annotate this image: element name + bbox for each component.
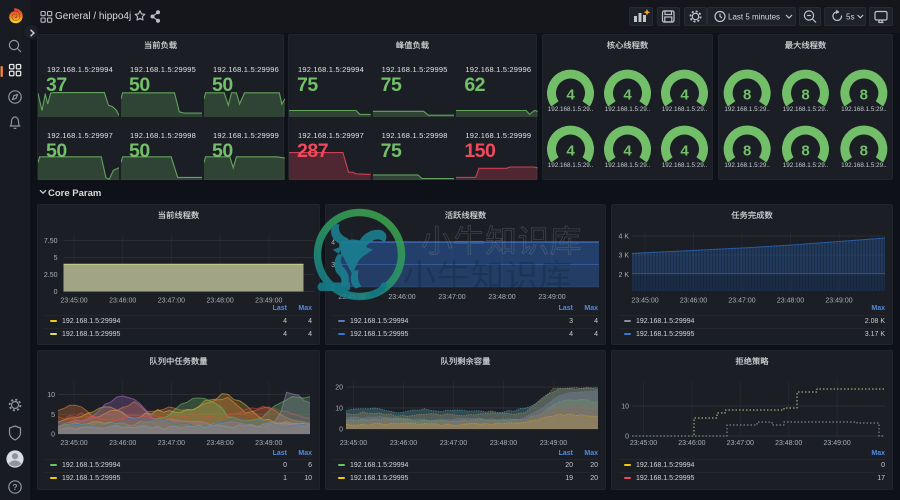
svg-text:23:48:00: 23:48:00 <box>775 440 802 447</box>
svg-text:23:47:00: 23:47:00 <box>727 440 754 447</box>
svg-text:192.168.1.5:29..: 192.168.1.5:29.. <box>605 106 651 113</box>
svg-text:4: 4 <box>623 87 632 104</box>
svg-text:192.168.1.5:29..: 192.168.1.5:29.. <box>783 162 829 169</box>
svg-text:2.50: 2.50 <box>44 272 58 279</box>
svg-text:10: 10 <box>47 392 55 399</box>
svg-text:3: 3 <box>331 262 335 269</box>
svg-text:23:49:00: 23:49:00 <box>255 440 282 447</box>
svg-text:8: 8 <box>801 143 809 160</box>
svg-text:23:48:00: 23:48:00 <box>490 440 517 447</box>
svg-text:23:48:00: 23:48:00 <box>488 294 515 301</box>
svg-text:192.168.1.5:29..: 192.168.1.5:29.. <box>783 106 829 113</box>
svg-text:5s: 5s <box>846 13 854 22</box>
svg-text:5: 5 <box>51 412 55 419</box>
svg-text:10: 10 <box>335 406 343 413</box>
svg-text:23:49:00: 23:49:00 <box>825 298 852 305</box>
svg-text:23:47:00: 23:47:00 <box>158 298 185 305</box>
svg-text:192.168.1.5:29..: 192.168.1.5:29.. <box>662 106 708 113</box>
svg-text:192.168.1.5:29..: 192.168.1.5:29.. <box>841 162 887 169</box>
svg-text:4: 4 <box>331 240 335 247</box>
svg-text:23:45:00: 23:45:00 <box>60 440 87 447</box>
svg-text:4 K: 4 K <box>618 234 629 241</box>
svg-text:192.168.1.5:29..: 192.168.1.5:29.. <box>724 106 770 113</box>
svg-text:4: 4 <box>680 87 689 104</box>
svg-text:23:47:00: 23:47:00 <box>728 298 755 305</box>
svg-text:23:49:00: 23:49:00 <box>540 440 567 447</box>
svg-text:192.168.1.5:29..: 192.168.1.5:29.. <box>605 162 651 169</box>
svg-text:5: 5 <box>54 255 58 262</box>
svg-text:4: 4 <box>680 143 689 160</box>
svg-text:23:49:00: 23:49:00 <box>255 298 282 305</box>
svg-text:23:49:00: 23:49:00 <box>823 440 850 447</box>
svg-text:Core Param: Core Param <box>48 188 101 199</box>
svg-text:23:45:00: 23:45:00 <box>340 440 367 447</box>
svg-text:23:49:00: 23:49:00 <box>538 294 565 301</box>
svg-text:7.50: 7.50 <box>44 238 58 245</box>
svg-text:192.168.1.5:29..: 192.168.1.5:29.. <box>724 162 770 169</box>
svg-text:?: ? <box>12 482 17 492</box>
svg-text:0: 0 <box>54 289 58 296</box>
svg-text:4: 4 <box>566 143 575 160</box>
svg-text:8: 8 <box>860 87 868 104</box>
svg-text:23:47:00: 23:47:00 <box>438 294 465 301</box>
svg-text:23:48:00: 23:48:00 <box>777 298 804 305</box>
svg-text:23:46:00: 23:46:00 <box>388 294 415 301</box>
svg-text:23:45:00: 23:45:00 <box>631 298 658 305</box>
svg-text:4: 4 <box>566 87 575 104</box>
svg-text:192.168.1.5:29..: 192.168.1.5:29.. <box>662 162 708 169</box>
svg-text:23:46:00: 23:46:00 <box>109 440 136 447</box>
svg-text:4: 4 <box>623 143 632 160</box>
svg-text:192.168.1.5:29..: 192.168.1.5:29.. <box>548 106 594 113</box>
svg-text:23:46:00: 23:46:00 <box>678 440 705 447</box>
svg-text:23:46:00: 23:46:00 <box>390 440 417 447</box>
svg-text:23:46:00: 23:46:00 <box>680 298 707 305</box>
svg-text:23:48:00: 23:48:00 <box>206 440 233 447</box>
svg-text:8: 8 <box>801 87 809 104</box>
svg-text:0: 0 <box>51 432 55 439</box>
svg-text:8: 8 <box>743 87 751 104</box>
svg-text:192.168.1.5:29..: 192.168.1.5:29.. <box>548 162 594 169</box>
svg-text:10: 10 <box>621 404 629 411</box>
svg-text:192.168.1.5:29..: 192.168.1.5:29.. <box>841 106 887 113</box>
svg-text:23:47:00: 23:47:00 <box>440 440 467 447</box>
svg-text:0: 0 <box>625 434 629 441</box>
svg-text:23:45:00: 23:45:00 <box>60 298 87 305</box>
svg-text:8: 8 <box>743 143 751 160</box>
svg-text:23:48:00: 23:48:00 <box>206 298 233 305</box>
svg-text:23:45:00: 23:45:00 <box>338 294 365 301</box>
svg-text:8: 8 <box>860 143 868 160</box>
svg-text:23:46:00: 23:46:00 <box>109 298 136 305</box>
svg-text:2 K: 2 K <box>618 272 629 279</box>
svg-text:3 K: 3 K <box>618 253 629 260</box>
svg-text:0: 0 <box>339 427 343 434</box>
svg-text:Last 5 minutes: Last 5 minutes <box>728 13 780 22</box>
svg-text:20: 20 <box>335 385 343 392</box>
svg-text:23:47:00: 23:47:00 <box>158 440 185 447</box>
svg-text:2: 2 <box>331 285 335 292</box>
svg-text:23:45:00: 23:45:00 <box>630 440 657 447</box>
